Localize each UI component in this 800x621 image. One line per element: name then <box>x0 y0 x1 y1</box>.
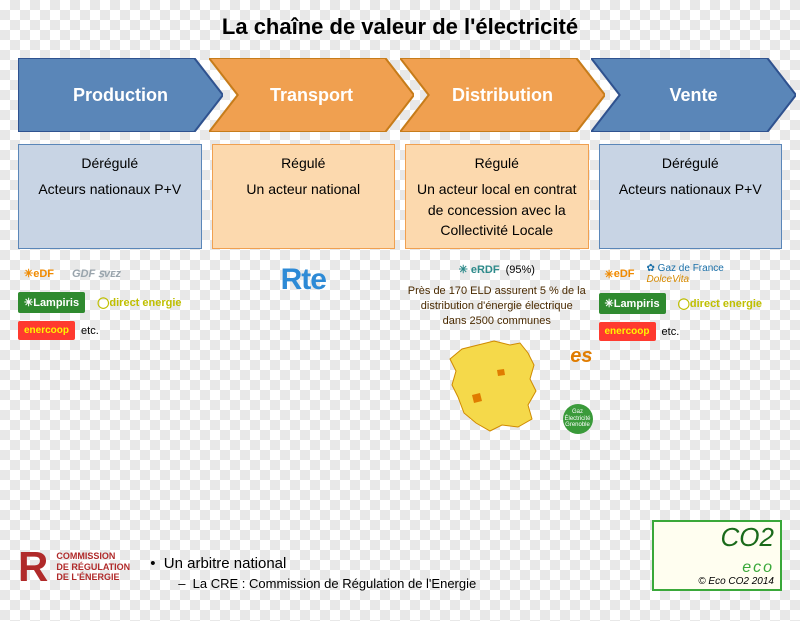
chevron-label: Distribution <box>452 85 553 106</box>
regulation-row: Dérégulé Acteurs nationaux P+V Régulé Un… <box>18 144 782 249</box>
logo-edf: ✳ eDF <box>18 263 60 284</box>
info-transport: Régulé Un acteur national <box>212 144 396 249</box>
logo-grenoble: Gaz Électricité Grenoble <box>563 404 593 434</box>
erdf-pct: (95%) <box>506 264 535 276</box>
chevron-production: Production <box>18 58 223 132</box>
logo-rte: Rte <box>281 263 326 296</box>
actors: Un acteur local en contrat de concession… <box>412 179 582 240</box>
eld-note: Près de 170 ELD assurent 5 % de la distr… <box>405 284 589 329</box>
reg-status: Régulé <box>219 153 389 173</box>
chevron-vente: Vente <box>591 58 796 132</box>
logo-enercoop: enercoop <box>599 322 656 341</box>
eco-co2-badge: CO2 eco © Eco CO2 2014 <box>652 520 782 591</box>
arbiter-text: • Un arbitre national – La CRE : Commiss… <box>150 555 476 591</box>
actors-logos-area: ✳ eDF GDF ꜱᴠᴇᴢ ✳Lampiris ◯ direct energi… <box>18 263 782 438</box>
logo-direct-energie: ◯ direct energie <box>672 293 768 314</box>
chevron-transport: Transport <box>209 58 414 132</box>
eco-copyright: © Eco CO2 2014 <box>660 576 774 587</box>
cre-text: COMMISSION DE RÉGULATION DE L'ÉNERGIE <box>56 551 130 582</box>
logos-transport: Rte <box>212 263 396 438</box>
reg-status: Dérégulé <box>25 153 195 173</box>
chevron-label: Production <box>73 85 168 106</box>
logo-gaz-de-france: ✿ Gaz de FranceDolceVita <box>647 263 724 285</box>
france-map-svg <box>442 335 552 435</box>
logo-erdf: ✳ eRDF <box>459 263 500 276</box>
etc-label: etc. <box>81 325 99 337</box>
logo-lampiris: ✳Lampiris <box>18 292 85 313</box>
actors: Un acteur national <box>219 179 389 199</box>
info-production: Dérégulé Acteurs nationaux P+V <box>18 144 202 249</box>
cre-r-icon: R <box>18 543 48 591</box>
arbiter-dash: – La CRE : Commission de Régulation de l… <box>178 576 476 591</box>
logos-distribution: ✳ eRDF (95%) Près de 170 ELD assurent 5 … <box>405 263 589 438</box>
logo-enercoop: enercoop <box>18 321 75 340</box>
chevron-distribution: Distribution <box>400 58 605 132</box>
logos-vente: ✳ eDF ✿ Gaz de FranceDolceVita ✳Lampiris… <box>599 263 783 438</box>
chevron-label: Vente <box>669 85 717 106</box>
logo-edf: ✳ eDF <box>599 264 641 285</box>
logo-gdf-suez: GDF ꜱᴠᴇᴢ <box>66 263 127 284</box>
reg-status: Dérégulé <box>606 153 776 173</box>
logos-production: ✳ eDF GDF ꜱᴠᴇᴢ ✳Lampiris ◯ direct energi… <box>18 263 202 438</box>
chevron-label: Transport <box>270 85 353 106</box>
value-chain-chevrons: Production Transport Distribution Vente <box>18 58 782 132</box>
france-map: es Gaz Électricité Grenoble <box>405 335 589 438</box>
etc-label: etc. <box>662 326 680 338</box>
logo-cre: R COMMISSION DE RÉGULATION DE L'ÉNERGIE <box>18 543 130 591</box>
page-title: La chaîne de valeur de l'électricité <box>0 0 800 40</box>
actors: Acteurs nationaux P+V <box>25 179 195 199</box>
reg-status: Régulé <box>412 153 582 173</box>
logo-es: es <box>570 345 592 368</box>
info-vente: Dérégulé Acteurs nationaux P+V <box>599 144 783 249</box>
eco-co2-word: CO2 eco <box>660 524 774 576</box>
logo-lampiris: ✳Lampiris <box>599 293 666 314</box>
arbiter-bullet: • Un arbitre national <box>150 555 476 572</box>
logo-direct-energie: ◯ direct energie <box>91 292 187 313</box>
actors: Acteurs nationaux P+V <box>606 179 776 199</box>
info-distribution: Régulé Un acteur local en contrat de con… <box>405 144 589 249</box>
